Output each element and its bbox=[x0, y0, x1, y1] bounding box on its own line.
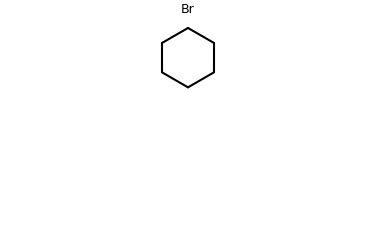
Text: Br: Br bbox=[181, 3, 195, 16]
